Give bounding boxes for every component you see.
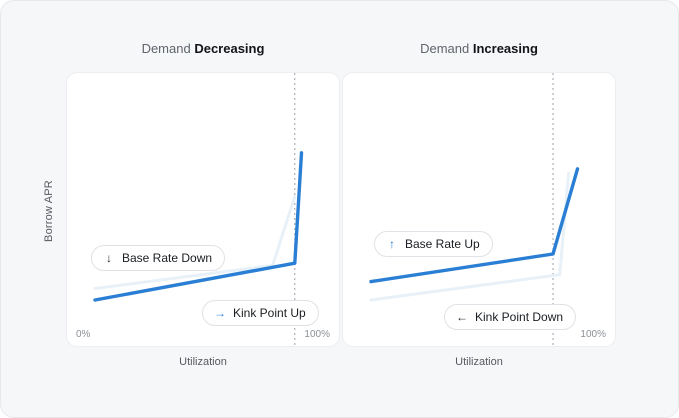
chart-panel-decreasing: 0% 100% ↓ Base Rate Down → Kink Point Up <box>67 73 339 346</box>
panel-title-prefix: Demand <box>141 41 191 56</box>
pill-label: Base Rate Down <box>122 251 213 265</box>
annotation-pill-base-rate-up: ↑ Base Rate Up <box>374 231 493 257</box>
current-rate-line <box>93 151 304 302</box>
y-axis-label: Borrow APR <box>43 180 55 242</box>
x-tick-label-end: 100% <box>304 329 330 340</box>
panel-title-decreasing: Demand Decreasing <box>67 41 339 56</box>
arrow-left-icon: ← <box>456 310 468 324</box>
previous-rate-line <box>93 195 297 290</box>
arrow-right-icon: → <box>214 306 226 320</box>
x-axis-label-increasing: Utilization <box>455 356 503 368</box>
annotation-pill-kink-point-up: → Kink Point Up <box>202 300 319 326</box>
x-tick-label-start: 0% <box>76 329 91 340</box>
panel-title-emphasis: Increasing <box>472 41 538 56</box>
chart-svg-decreasing: 0% 100% <box>76 73 330 346</box>
x-axis-label-decreasing: Utilization <box>179 356 227 368</box>
annotation-pill-base-rate-down: ↓ Base Rate Down <box>91 245 226 271</box>
pill-label: Kink Point Down <box>475 310 564 324</box>
pill-label: Base Rate Up <box>405 237 480 251</box>
chart-panel-increasing: 100% ↑ Base Rate Up ← Kink Point Down <box>343 73 615 346</box>
x-tick-label-end: 100% <box>580 329 606 340</box>
panel-title-prefix: Demand <box>420 41 470 56</box>
pill-label: Kink Point Up <box>233 306 306 320</box>
arrow-down-icon: ↓ <box>106 251 112 265</box>
current-rate-line <box>369 167 580 284</box>
arrow-up-icon: ↑ <box>389 237 395 251</box>
panel-title-increasing: Demand Increasing <box>343 41 615 56</box>
annotation-pill-kink-point-down: ← Kink Point Down <box>444 304 577 330</box>
panel-title-emphasis: Decreasing <box>194 41 265 56</box>
chart-svg-increasing: 100% <box>369 73 606 346</box>
